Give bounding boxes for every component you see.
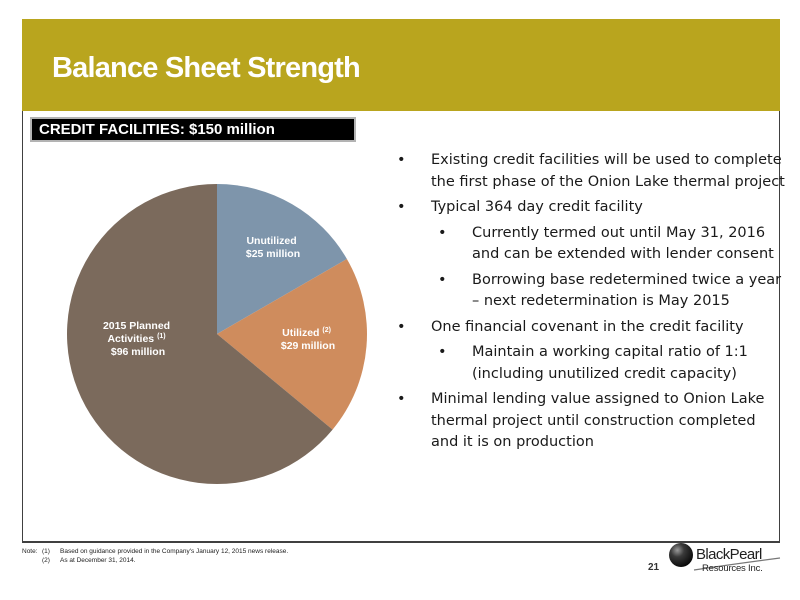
- footnote-text: Based on guidance provided in the Compan…: [60, 548, 289, 555]
- pie-slice-unutilized: [217, 184, 347, 334]
- footnote-number: (1): [42, 548, 50, 555]
- footnote-label: Note:: [22, 548, 38, 555]
- pie-label-planned-activities: 2015 Planned Activities (1) $96 million: [103, 320, 173, 358]
- pie-slice-planned-activities: [67, 184, 333, 484]
- company-logo: [669, 543, 781, 571]
- bullet-list: • Existing credit facilities will be used…: [396, 150, 786, 458]
- pie-slice-utilized: [217, 259, 367, 430]
- bullet-symbol: •: [397, 199, 406, 215]
- bullet-symbol: •: [438, 344, 447, 360]
- bullet-symbol: •: [397, 318, 406, 335]
- bullet-item: • One financial covenant in the credit fa…: [396, 317, 786, 339]
- logo-subtitle: Resources Inc.: [702, 563, 763, 574]
- bullet-text: Minimal lending value assigned to Onion …: [431, 391, 765, 450]
- slide-title: Balance Sheet Strength: [52, 52, 361, 84]
- bullet-symbol: •: [397, 391, 406, 407]
- bullet-text: One financial covenant in the credit fac…: [431, 318, 744, 335]
- footnote-row: (2) As at December 31, 2014.: [22, 556, 402, 565]
- pearl-logo-icon: [669, 543, 693, 567]
- pie-label-unutilized: Unutilized $25 million: [246, 235, 300, 260]
- logo-wordmark: BlackPearl: [696, 546, 762, 563]
- pie-label-utilized: Utilized (2) $29 million: [281, 323, 335, 352]
- bullet-text: Existing credit facilities will be used …: [431, 152, 785, 190]
- bullet-item: • Existing credit facilities will be used…: [396, 150, 786, 193]
- sub-bullet-item: • Borrowing base redetermined twice a yea…: [396, 270, 786, 313]
- bullet-symbol: •: [438, 224, 447, 241]
- sub-bullet-item: • Currently termed out until May 31, 2016…: [396, 223, 786, 266]
- sub-bullet-item: • Maintain a working capital ratio of 1:1…: [396, 342, 786, 385]
- bullet-symbol: •: [397, 152, 406, 168]
- bullet-symbol: •: [438, 271, 447, 288]
- page-number: 21: [648, 562, 660, 573]
- credit-facilities-pie-chart: Unutilized $25 million Utilized (2) $29 …: [67, 184, 367, 484]
- bullet-text: Typical 364 day credit facility: [431, 199, 643, 215]
- footnote-row: Note: (1) Based on guidance provided in …: [22, 547, 402, 556]
- title-bar: [22, 19, 780, 111]
- footnote-number: (2): [42, 557, 50, 564]
- footnote-text: As at December 31, 2014.: [60, 557, 136, 564]
- bullet-item: • Typical 364 day credit facility: [396, 197, 786, 219]
- credit-facilities-label: CREDIT FACILITIES: $150 million: [30, 117, 356, 142]
- bullet-item: • Minimal lending value assigned to Onion…: [396, 389, 786, 454]
- logo-swoosh: [693, 557, 781, 571]
- content-frame: [22, 111, 780, 543]
- bullet-text: Currently termed out until May 31, 2016 …: [472, 224, 774, 263]
- footnotes: Note: (1) Based on guidance provided in …: [22, 547, 402, 565]
- bullet-text: Maintain a working capital ratio of 1:1 …: [472, 344, 748, 382]
- bullet-text: Borrowing base redetermined twice a year…: [472, 271, 782, 310]
